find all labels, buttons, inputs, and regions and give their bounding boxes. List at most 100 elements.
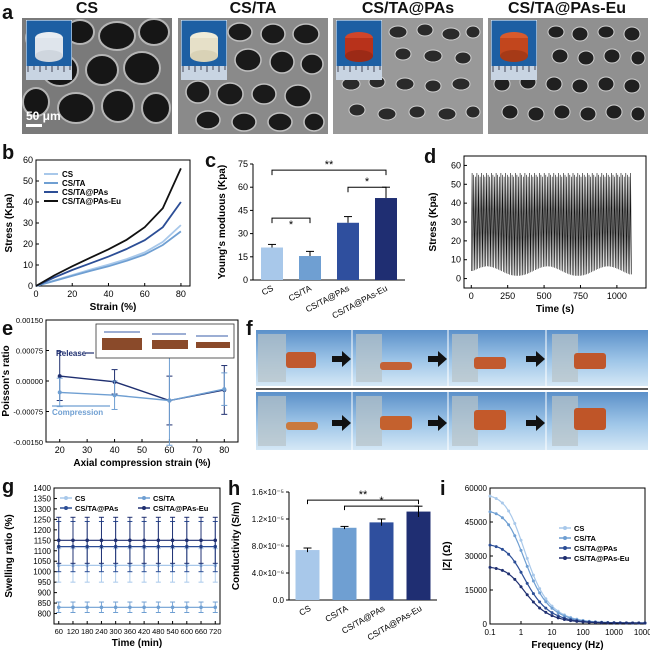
data-point bbox=[99, 538, 104, 543]
panel-a-title-csta: CS/TA bbox=[229, 0, 277, 17]
arrow-right-icon bbox=[332, 415, 351, 431]
x-tick-label: 240 bbox=[95, 627, 108, 636]
inset-sample bbox=[196, 342, 230, 348]
chart-e: 20 30 40 50 60 70 80 0.00150 0.00075 0.00000 -0.00… bbox=[1, 316, 239, 469]
data-point bbox=[550, 611, 554, 615]
data-point bbox=[71, 605, 75, 610]
compression-label: Compression bbox=[52, 408, 103, 417]
bar-3 bbox=[375, 198, 397, 280]
significance-label: * bbox=[379, 495, 384, 507]
legend-entry: CS/TA bbox=[153, 494, 176, 503]
data-point bbox=[494, 512, 498, 516]
bar-2 bbox=[337, 222, 359, 280]
x-tick-label: 750 bbox=[573, 291, 588, 301]
data-point bbox=[199, 605, 203, 610]
x-tick-label: 250 bbox=[500, 291, 515, 301]
data-point bbox=[513, 534, 517, 538]
scale-bar-label: 50 μm bbox=[26, 109, 61, 123]
data-point bbox=[631, 621, 635, 625]
y-tick-label: 0.00150 bbox=[16, 316, 43, 325]
data-point bbox=[507, 572, 511, 576]
series-line-cs-ta-pas-eu bbox=[35, 168, 182, 287]
data-point bbox=[519, 538, 523, 542]
series-line-release bbox=[59, 375, 225, 402]
data-point bbox=[525, 556, 529, 560]
y-tick-label: 1300 bbox=[33, 505, 51, 514]
y-tick-label: 0 bbox=[243, 275, 248, 285]
data-point bbox=[618, 621, 622, 625]
data-point bbox=[170, 538, 175, 543]
y-axis-label: |Z| (Ω) bbox=[442, 541, 453, 570]
significance-label: ** bbox=[325, 159, 334, 171]
data-point bbox=[56, 605, 61, 610]
data-point bbox=[519, 548, 523, 552]
release-label: Release bbox=[56, 349, 87, 358]
data-point bbox=[550, 614, 554, 618]
legend-entry: CS/TA@PAs bbox=[62, 188, 109, 197]
y-axis-label: Stress (Kpa) bbox=[428, 193, 439, 252]
sem-image-cs bbox=[22, 18, 172, 134]
data-point bbox=[531, 592, 535, 596]
y-axis-label: Young's moduous (Kpa) bbox=[217, 165, 228, 279]
panel-i-label: i bbox=[440, 478, 446, 500]
data-point bbox=[85, 538, 89, 543]
cyclic-stress-trace bbox=[471, 172, 632, 276]
data-point bbox=[525, 564, 529, 568]
panel-a-title-cstapaseu: CS/TA@PAs-Eu bbox=[507, 0, 627, 17]
data-point bbox=[562, 618, 566, 622]
bar-2 bbox=[369, 522, 394, 600]
legend-marker bbox=[563, 546, 567, 550]
x-tick-label: 0.1 bbox=[484, 628, 496, 637]
panel-g-label: g bbox=[2, 476, 15, 498]
data-point bbox=[600, 621, 604, 625]
data-point bbox=[525, 593, 529, 597]
y-tick-label: 4.0×10⁻⁶ bbox=[252, 569, 284, 578]
legend-marker bbox=[563, 526, 567, 530]
data-point bbox=[507, 552, 511, 556]
bar-1 bbox=[332, 527, 357, 600]
data-point bbox=[199, 538, 203, 543]
data-point bbox=[519, 570, 523, 574]
chart-h: 0.0 4.0×10⁻⁶ 8.0×10⁻⁶ 1.2×10⁻⁵ 1.6×10⁻⁵ Condu… bbox=[231, 488, 437, 642]
x-tick-label: 600 bbox=[181, 627, 194, 636]
x-tick-label: 500 bbox=[537, 291, 552, 301]
data-point bbox=[544, 597, 548, 601]
data-point bbox=[500, 568, 504, 572]
legend-entry: CS/TA@PAs-Eu bbox=[574, 554, 630, 563]
significance-bracket bbox=[344, 505, 419, 511]
data-point bbox=[531, 579, 535, 583]
data-point bbox=[71, 538, 75, 543]
y-tick-label: 40 bbox=[23, 197, 33, 207]
inset-sample bbox=[102, 338, 142, 350]
data-point bbox=[624, 621, 628, 625]
data-point bbox=[185, 605, 189, 610]
arrow-right-icon bbox=[428, 351, 447, 367]
category-label: CS/TA bbox=[287, 283, 314, 303]
data-point bbox=[538, 600, 542, 604]
data-point bbox=[99, 605, 104, 610]
significance-label: ** bbox=[359, 489, 368, 501]
panel-a-title-cs: CS bbox=[75, 0, 99, 17]
panel-e-label: e bbox=[2, 318, 14, 340]
category-label: CS bbox=[260, 283, 275, 298]
data-point bbox=[513, 577, 517, 581]
y-tick-label: 0.00075 bbox=[16, 347, 43, 356]
y-tick-label: 900 bbox=[38, 589, 52, 598]
y-tick-label: -0.00075 bbox=[13, 408, 43, 417]
y-tick-label: 60 bbox=[238, 182, 248, 192]
x-tick-label: 60 bbox=[55, 627, 63, 636]
data-point bbox=[513, 560, 517, 564]
data-point bbox=[57, 374, 62, 379]
x-tick-label: 80 bbox=[176, 289, 186, 299]
y-tick-label: 60000 bbox=[465, 484, 488, 493]
inset-sample bbox=[152, 340, 188, 349]
y-tick-label: 60 bbox=[23, 155, 33, 165]
inset-photo-csta bbox=[181, 20, 227, 80]
y-tick-label: 8.0×10⁻⁶ bbox=[252, 542, 284, 551]
y-tick-label: 15 bbox=[238, 252, 248, 262]
data-point bbox=[575, 619, 579, 623]
x-axis-label: Frequency (Hz) bbox=[531, 640, 603, 651]
